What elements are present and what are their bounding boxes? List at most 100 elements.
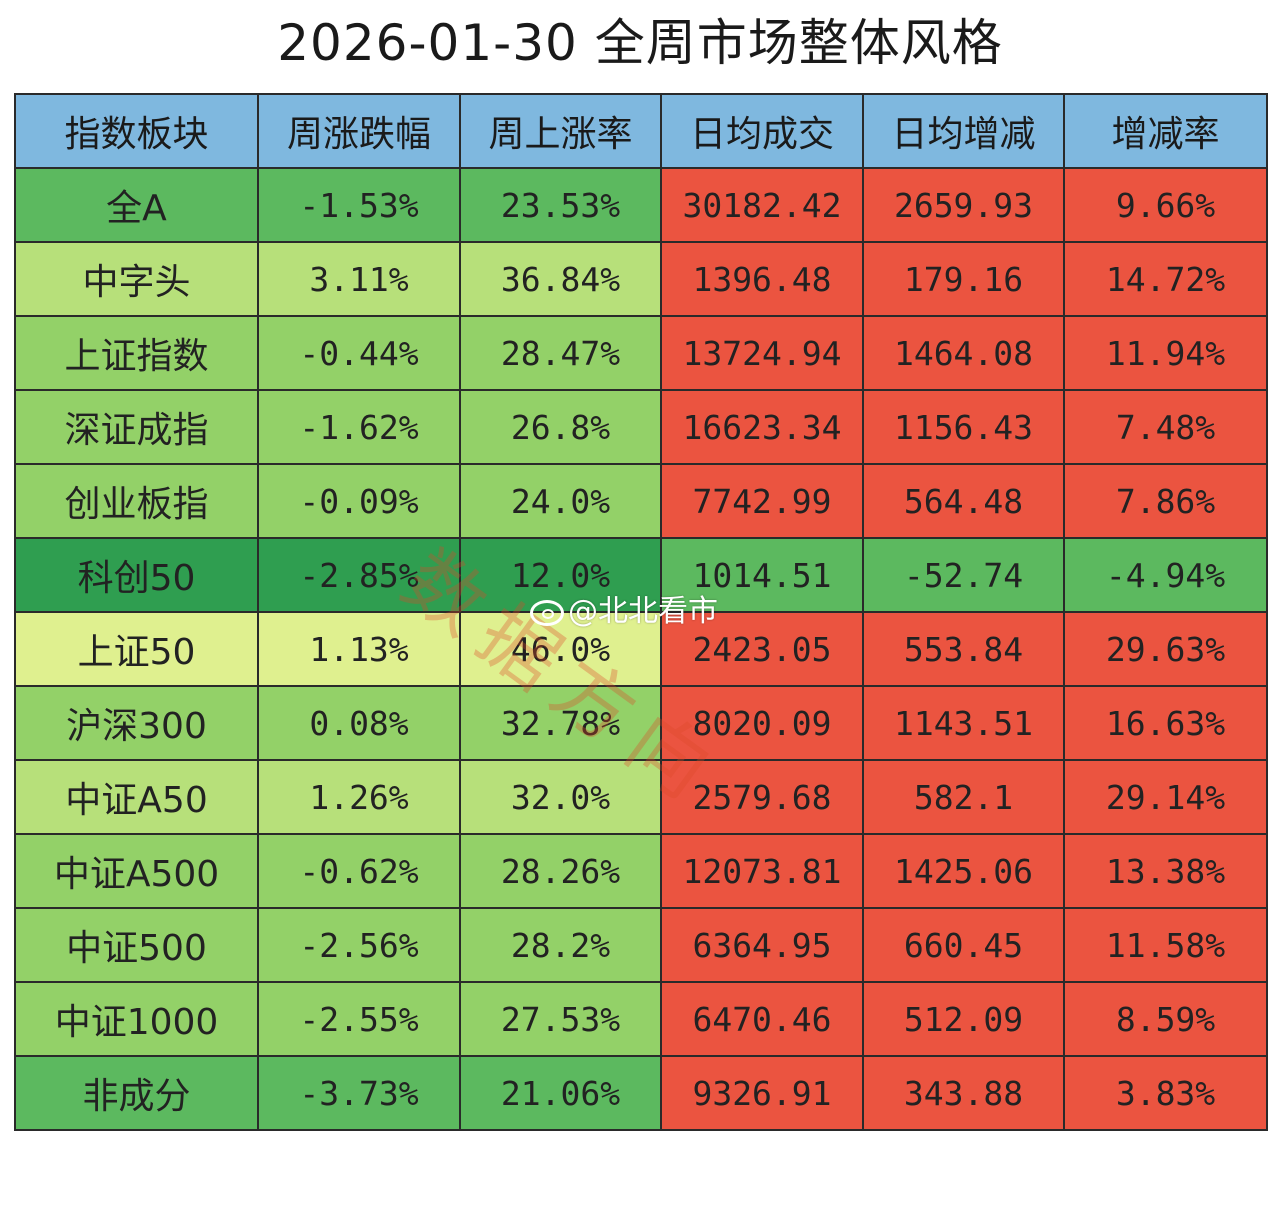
table-row: 中证1000 -2.55% 27.53% 6470.46 512.09 8.59%: [14, 981, 1268, 1057]
daily-change-cell: 1464.08: [862, 315, 1065, 391]
weekly-change-cell: -1.62%: [257, 389, 461, 465]
header-cell: 指数板块: [14, 93, 259, 169]
daily-turnover-cell: 9326.91: [660, 1055, 864, 1131]
daily-change-cell: 660.45: [862, 907, 1065, 983]
weekly-up-rate-cell: 27.53%: [459, 981, 662, 1057]
weekly-up-rate-cell: 36.84%: [459, 241, 662, 317]
index-name-cell: 中证A50: [14, 759, 259, 835]
table-row: 上证50 1.13% 46.0% 2423.05 553.84 29.63%: [14, 611, 1268, 687]
index-name-cell: 中证1000: [14, 981, 259, 1057]
table-row: 非成分 -3.73% 21.06% 9326.91 343.88 3.83%: [14, 1055, 1268, 1131]
index-name-cell: 中证500: [14, 907, 259, 983]
weekly-up-rate-cell: 12.0%: [459, 537, 662, 613]
daily-turnover-cell: 8020.09: [660, 685, 864, 761]
weekly-change-cell: -0.44%: [257, 315, 461, 391]
weekly-up-rate-cell: 32.78%: [459, 685, 662, 761]
table-row: 上证指数 -0.44% 28.47% 13724.94 1464.08 11.94%: [14, 315, 1268, 391]
weekly-change-cell: 3.11%: [257, 241, 461, 317]
change-rate-cell: 11.58%: [1063, 907, 1268, 983]
table-row: 中证A50 1.26% 32.0% 2579.68 582.1 29.14%: [14, 759, 1268, 835]
index-name-cell: 上证50: [14, 611, 259, 687]
weekly-up-rate-cell: 32.0%: [459, 759, 662, 835]
table-row: 科创50 -2.85% 12.0% 1014.51 -52.74 -4.94%: [14, 537, 1268, 613]
daily-turnover-cell: 1396.48: [660, 241, 864, 317]
header-cell: 日均增减: [862, 93, 1065, 169]
daily-turnover-cell: 1014.51: [660, 537, 864, 613]
daily-change-cell: -52.74: [862, 537, 1065, 613]
daily-change-cell: 1425.06: [862, 833, 1065, 909]
index-name-cell: 沪深300: [14, 685, 259, 761]
daily-turnover-cell: 13724.94: [660, 315, 864, 391]
daily-change-cell: 582.1: [862, 759, 1065, 835]
table-row: 创业板指 -0.09% 24.0% 7742.99 564.48 7.86%: [14, 463, 1268, 539]
change-rate-cell: 7.86%: [1063, 463, 1268, 539]
change-rate-cell: 16.63%: [1063, 685, 1268, 761]
index-name-cell: 全A: [14, 167, 259, 243]
change-rate-cell: -4.94%: [1063, 537, 1268, 613]
weekly-change-cell: -3.73%: [257, 1055, 461, 1131]
weekly-up-rate-cell: 21.06%: [459, 1055, 662, 1131]
header-cell: 增减率: [1063, 93, 1268, 169]
index-name-cell: 中证A500: [14, 833, 259, 909]
weekly-up-rate-cell: 26.8%: [459, 389, 662, 465]
table-row: 沪深300 0.08% 32.78% 8020.09 1143.51 16.63%: [14, 685, 1268, 761]
page-title: 2026-01-30 全周市场整体风格: [277, 14, 1003, 72]
daily-turnover-cell: 30182.42: [660, 167, 864, 243]
index-name-cell: 上证指数: [14, 315, 259, 391]
change-rate-cell: 14.72%: [1063, 241, 1268, 317]
change-rate-cell: 7.48%: [1063, 389, 1268, 465]
index-name-cell: 创业板指: [14, 463, 259, 539]
header-cell: 周涨跌幅: [257, 93, 461, 169]
weekly-change-cell: 0.08%: [257, 685, 461, 761]
change-rate-cell: 3.83%: [1063, 1055, 1268, 1131]
index-name-cell: 非成分: [14, 1055, 259, 1131]
table-row: 中证A500 -0.62% 28.26% 12073.81 1425.06 13.38%: [14, 833, 1268, 909]
daily-turnover-cell: 6470.46: [660, 981, 864, 1057]
index-name-cell: 深证成指: [14, 389, 259, 465]
daily-turnover-cell: 12073.81: [660, 833, 864, 909]
market-style-table: 指数板块 周涨跌幅 周上涨率 日均成交 日均增减 增减率 全A -1.53% 23.…: [14, 93, 1268, 1131]
change-rate-cell: 11.94%: [1063, 315, 1268, 391]
table-row: 中字头 3.11% 36.84% 1396.48 179.16 14.72%: [14, 241, 1268, 317]
header-cell: 日均成交: [660, 93, 864, 169]
header-row: 指数板块 周涨跌幅 周上涨率 日均成交 日均增减 增减率: [14, 93, 1268, 169]
daily-turnover-cell: 6364.95: [660, 907, 864, 983]
change-rate-cell: 29.14%: [1063, 759, 1268, 835]
weekly-change-cell: -1.53%: [257, 167, 461, 243]
daily-change-cell: 553.84: [862, 611, 1065, 687]
daily-change-cell: 2659.93: [862, 167, 1065, 243]
header-cell: 周上涨率: [459, 93, 662, 169]
change-rate-cell: 9.66%: [1063, 167, 1268, 243]
daily-turnover-cell: 2423.05: [660, 611, 864, 687]
daily-change-cell: 179.16: [862, 241, 1065, 317]
table-row: 中证500 -2.56% 28.2% 6364.95 660.45 11.58%: [14, 907, 1268, 983]
daily-change-cell: 343.88: [862, 1055, 1065, 1131]
weekly-change-cell: -0.62%: [257, 833, 461, 909]
index-name-cell: 科创50: [14, 537, 259, 613]
weekly-change-cell: 1.13%: [257, 611, 461, 687]
weekly-change-cell: 1.26%: [257, 759, 461, 835]
weekly-change-cell: -0.09%: [257, 463, 461, 539]
table-row: 深证成指 -1.62% 26.8% 16623.34 1156.43 7.48%: [14, 389, 1268, 465]
weekly-change-cell: -2.55%: [257, 981, 461, 1057]
daily-turnover-cell: 7742.99: [660, 463, 864, 539]
weekly-up-rate-cell: 46.0%: [459, 611, 662, 687]
weekly-change-cell: -2.85%: [257, 537, 461, 613]
weekly-change-cell: -2.56%: [257, 907, 461, 983]
change-rate-cell: 8.59%: [1063, 981, 1268, 1057]
daily-turnover-cell: 2579.68: [660, 759, 864, 835]
weekly-up-rate-cell: 28.2%: [459, 907, 662, 983]
weekly-up-rate-cell: 23.53%: [459, 167, 662, 243]
weekly-up-rate-cell: 28.47%: [459, 315, 662, 391]
change-rate-cell: 13.38%: [1063, 833, 1268, 909]
table-row: 全A -1.53% 23.53% 30182.42 2659.93 9.66%: [14, 167, 1268, 243]
weekly-up-rate-cell: 28.26%: [459, 833, 662, 909]
daily-change-cell: 1156.43: [862, 389, 1065, 465]
daily-change-cell: 512.09: [862, 981, 1065, 1057]
change-rate-cell: 29.63%: [1063, 611, 1268, 687]
daily-turnover-cell: 16623.34: [660, 389, 864, 465]
weekly-up-rate-cell: 24.0%: [459, 463, 662, 539]
daily-change-cell: 1143.51: [862, 685, 1065, 761]
daily-change-cell: 564.48: [862, 463, 1065, 539]
